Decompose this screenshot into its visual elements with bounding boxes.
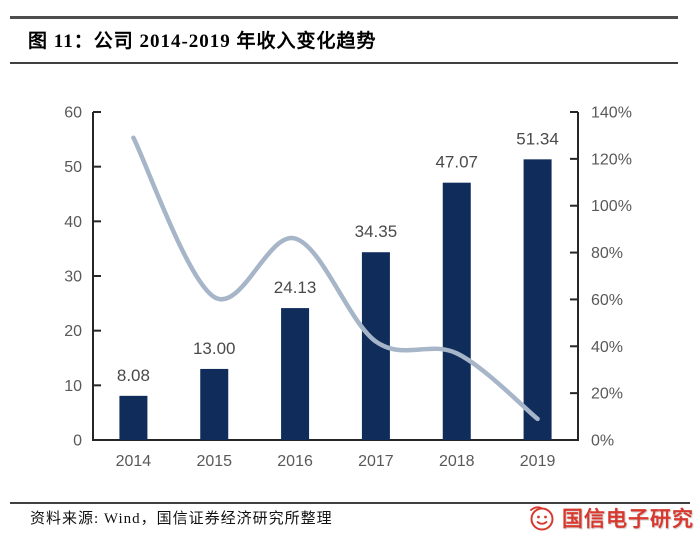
svg-text:8.08: 8.08 — [117, 366, 150, 385]
svg-text:51.34: 51.34 — [516, 129, 559, 148]
svg-text:140%: 140% — [591, 105, 632, 122]
svg-text:2019: 2019 — [520, 453, 556, 470]
svg-text:20: 20 — [64, 323, 82, 340]
svg-text:34.35: 34.35 — [355, 222, 398, 241]
svg-text:120%: 120% — [591, 151, 632, 168]
svg-text:30: 30 — [64, 269, 82, 286]
svg-text:0%: 0% — [591, 433, 614, 450]
svg-text:2017: 2017 — [358, 453, 394, 470]
svg-text:2018: 2018 — [439, 453, 475, 470]
brand-badge-label: 国信电子研究 — [562, 507, 694, 531]
svg-text:13.00: 13.00 — [193, 339, 236, 358]
svg-text:2014: 2014 — [116, 453, 152, 470]
svg-text:60: 60 — [64, 105, 82, 122]
svg-text:10: 10 — [64, 378, 82, 395]
svg-text:80%: 80% — [591, 245, 623, 262]
svg-text:2016: 2016 — [277, 453, 313, 470]
svg-text:60%: 60% — [591, 292, 623, 309]
svg-text:24.13: 24.13 — [274, 278, 317, 297]
svg-text:2015: 2015 — [196, 453, 232, 470]
svg-text:20%: 20% — [591, 386, 623, 403]
svg-text:0: 0 — [73, 433, 82, 450]
source-note: 资料来源: Wind，国信证券经济研究所整理 — [30, 511, 333, 527]
svg-text:40%: 40% — [591, 339, 623, 356]
svg-text:50: 50 — [64, 159, 82, 176]
figure-title: 图 11：公司 2014-2019 年收入变化趋势 — [28, 31, 377, 52]
top-divider — [10, 16, 678, 19]
wechat-logo-icon — [530, 506, 554, 531]
svg-text:47.07: 47.07 — [435, 153, 478, 172]
svg-text:40: 40 — [64, 214, 82, 231]
brand-badge: 国信电子研究 — [528, 502, 694, 534]
title-divider — [10, 62, 678, 64]
svg-text:100%: 100% — [591, 198, 632, 215]
bottom-divider — [10, 502, 690, 504]
